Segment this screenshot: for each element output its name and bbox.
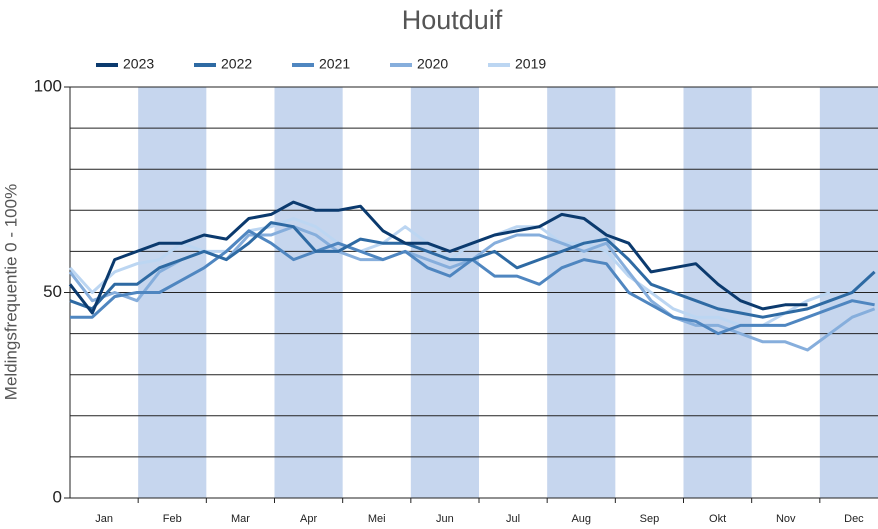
x-tick-label: Jul: [506, 513, 520, 525]
y-tick-label: 50: [43, 282, 62, 301]
x-tick-label: Mei: [368, 513, 386, 525]
x-tick-label: Nov: [776, 513, 796, 525]
x-tick-label: Mar: [231, 513, 250, 525]
x-tick-label: Feb: [163, 513, 182, 525]
x-tick-label: Apr: [300, 513, 317, 525]
x-tick-label: Okt: [709, 513, 726, 525]
x-tick-label: Jan: [95, 513, 113, 525]
x-tick-label: Jun: [436, 513, 454, 525]
series-line: [68, 200, 808, 315]
series-line: [69, 221, 876, 319]
x-tick-label: Dec: [844, 513, 864, 525]
y-tick-label: 0: [53, 487, 62, 506]
chart-title: Houtduif: [402, 5, 503, 35]
y-tick-label: 100: [34, 76, 62, 95]
legend-label: 2020: [417, 56, 448, 72]
legend-label: 2021: [319, 56, 350, 72]
legend-label: 2023: [123, 56, 154, 72]
x-tick-label: Aug: [571, 513, 591, 525]
legend-label: 2022: [221, 56, 252, 72]
legend-label: 2019: [515, 56, 546, 72]
x-tick-label: Sep: [640, 513, 660, 525]
y-axis-label: Meldingsfrequentie 0 - 100%: [1, 184, 20, 400]
